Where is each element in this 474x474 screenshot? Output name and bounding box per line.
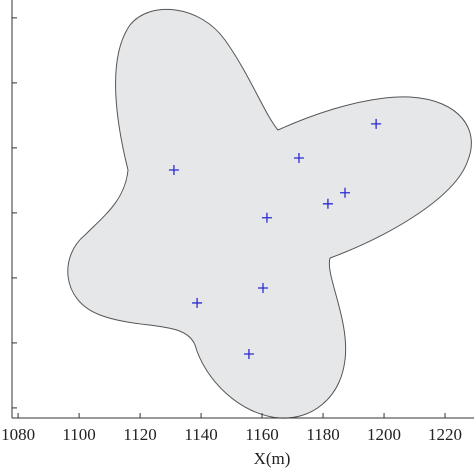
x-tick-label: 1100 — [62, 425, 95, 444]
x-tick-label: 1160 — [245, 425, 278, 444]
point — [257, 282, 268, 293]
point — [293, 152, 304, 163]
point — [340, 187, 351, 198]
x-tick-label: 1180 — [306, 425, 339, 444]
point — [243, 348, 254, 359]
x-axis-label: X(m) — [254, 449, 291, 468]
point — [371, 118, 382, 129]
point — [261, 212, 272, 223]
point — [192, 297, 203, 308]
region — [67, 8, 472, 419]
x-tick-label: 1200 — [367, 425, 401, 444]
point — [168, 164, 179, 175]
point — [322, 198, 333, 209]
x-tick-label: 1080 — [1, 425, 35, 444]
x-tick-label: 1120 — [123, 425, 156, 444]
x-tick-label: 1220 — [428, 425, 462, 444]
x-tick-label: 1140 — [184, 425, 217, 444]
